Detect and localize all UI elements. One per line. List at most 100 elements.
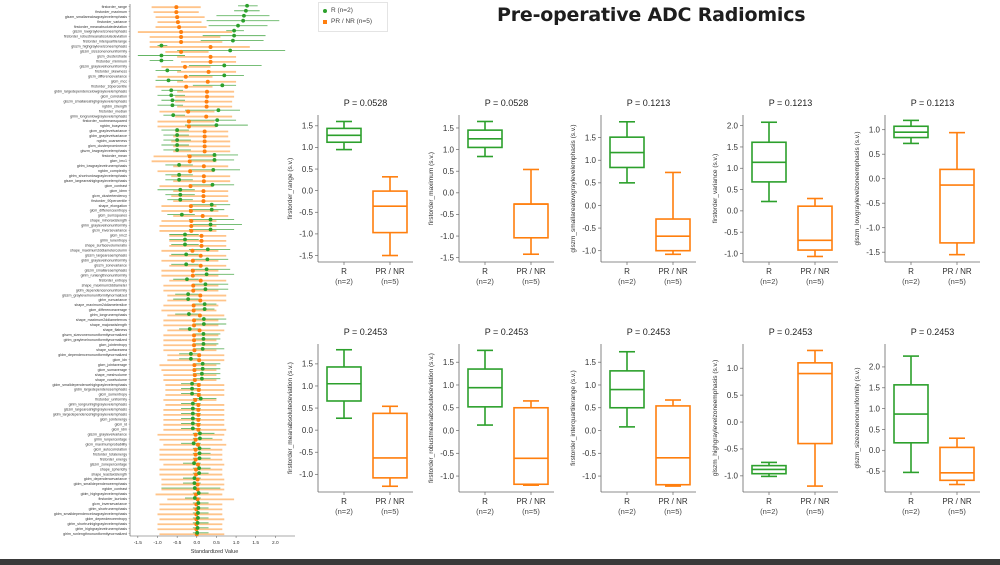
forest-point-prnr <box>195 477 200 482</box>
box-y-tick-label: 0.5 <box>869 425 881 434</box>
box-y-tick-label: 0.0 <box>443 189 455 198</box>
box-y-tick-label: 0.5 <box>302 404 314 413</box>
forest-point-r <box>222 63 227 68</box>
box-y-tick-label: -0.5 <box>299 208 313 217</box>
box-x-tick-label: PR / NR <box>375 497 405 506</box>
box-y-tick-label: -1.0 <box>440 472 454 481</box>
box-x-tick-sublabel: (n=5) <box>664 277 682 286</box>
box-x-tick-sublabel: (n=2) <box>760 277 778 286</box>
forest-feature-label: glszm_smallareaemphasis <box>85 268 128 272</box>
forest-point-r <box>199 371 204 376</box>
forest-point-prnr <box>188 184 193 189</box>
box-plot-title: P = 0.2453 <box>627 327 671 337</box>
forest-feature-label: glrlm_longrunlowgraylevelemphasis <box>70 114 127 118</box>
box-x-tick-label: R <box>624 267 630 276</box>
box-x-tick-sublabel: (n=5) <box>948 277 966 286</box>
forest-feature-label: glszm_sizezonenonuniformitynormalized <box>62 333 127 337</box>
bottom-bar <box>0 559 1000 565</box>
forest-point-r <box>196 506 201 510</box>
box-x-tick-label: R <box>341 267 347 276</box>
forest-point-r <box>197 451 202 456</box>
forest-x-tick-label: -1.5 <box>134 540 143 546</box>
box-x-tick-sublabel: (n=2) <box>476 507 494 516</box>
forest-feature-label: glcm_correlation <box>101 94 127 98</box>
forest-point-prnr <box>199 243 204 248</box>
forest-point-r <box>177 172 182 177</box>
forest-point-r <box>195 520 200 525</box>
forest-point-prnr <box>202 139 207 144</box>
forest-point-prnr <box>204 104 209 109</box>
box-y-tick-label: -0.5 <box>582 449 596 458</box>
box-y-tick-label: -1.0 <box>582 246 596 255</box>
box-y-tick-label: 0.5 <box>443 404 455 413</box>
box-y-tick-label: 0.0 <box>727 418 739 427</box>
forest-point-prnr <box>198 278 203 283</box>
forest-point-prnr <box>201 194 206 199</box>
box-y-tick-label: 0.0 <box>585 201 597 210</box>
forest-x-tick-label: 1.5 <box>252 540 259 546</box>
box-x-tick-sublabel: (n=2) <box>902 507 920 516</box>
forest-feature-label: shape_maximum2ddiametercolumn <box>70 249 127 253</box>
forest-feature-label: shape_leastaxislength <box>91 472 127 476</box>
forest-point-r <box>232 28 237 33</box>
box-x-tick-sublabel: (n=5) <box>948 507 966 516</box>
forest-point-r <box>200 346 205 351</box>
forest-point-prnr <box>194 467 198 472</box>
forest-point-prnr <box>199 238 204 243</box>
forest-point-r <box>190 411 195 416</box>
forest-point-r <box>179 212 184 217</box>
forest-x-tick-label: 0.0 <box>193 540 200 546</box>
box-y-axis-label: firstorder_maximum (s.v.) <box>428 152 435 225</box>
box-x-tick-sublabel: (n=2) <box>335 277 353 286</box>
forest-feature-label: firstorder_median <box>99 109 127 113</box>
forest-feature-label: glcm_sumentropy <box>99 393 128 397</box>
forest-point-r <box>232 33 237 38</box>
box-plot-panel: P = 0.2453 -1.0 -0.5 0.0 0.5 1.0 1.5 firstorder… <box>570 327 696 516</box>
forest-point-prnr <box>188 204 193 209</box>
forest-point-prnr <box>201 199 206 204</box>
forest-point-prnr <box>208 54 213 59</box>
box-x-tick-label: R <box>341 497 347 506</box>
forest-point-r <box>212 153 217 157</box>
forest-x-tick-label: 0.5 <box>213 540 220 546</box>
forest-feature-label: gldm_largedependencelowgraylevelemphasis <box>54 89 127 93</box>
forest-point-r <box>195 525 200 530</box>
forest-point-r <box>212 158 217 162</box>
forest-point-r <box>202 307 207 311</box>
box-plot-panel: P = 0.2453 -0.5 0.0 0.5 1.0 1.5 2.0 glszm_sizez… <box>854 327 980 516</box>
forest-point-prnr <box>193 452 198 457</box>
forest-point-r <box>159 53 164 58</box>
box-y-tick-label: -1.0 <box>440 232 454 241</box>
forest-feature-label: shape_maximum2ddiameterslice <box>74 303 127 307</box>
box-x-tick-label: PR / NR <box>516 497 546 506</box>
forest-point-prnr <box>193 447 198 452</box>
forest-feature-label: glrlm_runlengthnonuniformitynormalized <box>63 532 127 536</box>
forest-point-prnr <box>205 94 209 99</box>
forest-point-prnr <box>192 348 197 353</box>
box-y-tick-label: 1.5 <box>302 360 314 369</box>
forest-point-prnr <box>190 273 195 278</box>
forest-point-r <box>209 202 214 207</box>
forest-point-r <box>192 481 197 485</box>
forest-point-r <box>175 148 180 152</box>
forest-feature-label: glszm_graylevelnonuniformity <box>80 65 128 69</box>
box-plot-title: P = 0.1213 <box>769 98 813 108</box>
forest-point-r <box>228 48 233 53</box>
forest-point-r <box>201 332 206 336</box>
forest-point-r <box>170 103 175 108</box>
forest-point-r <box>197 456 202 461</box>
forest-feature-label: glrlm_longrunhighgraylevelemphasis <box>69 403 128 407</box>
box-plot-panel: P = 0.2453 -1.0 -0.5 0.0 0.5 1.0 1.5 firstorder… <box>287 327 413 516</box>
forest-point-r <box>183 242 187 247</box>
forest-point-prnr <box>177 25 182 30</box>
forest-point-r <box>197 446 202 451</box>
forest-point-prnr <box>192 323 197 328</box>
forest-point-prnr <box>196 427 201 432</box>
forest-point-r <box>186 292 191 297</box>
forest-feature-label: glcm_sumsquares <box>98 214 127 218</box>
box-y-tick-label: 0.5 <box>727 185 739 194</box>
forest-point-r <box>201 317 206 321</box>
forest-point-prnr <box>179 39 184 44</box>
forest-feature-label: firstorder_range <box>102 5 127 9</box>
box-x-tick-label: R <box>766 497 772 506</box>
